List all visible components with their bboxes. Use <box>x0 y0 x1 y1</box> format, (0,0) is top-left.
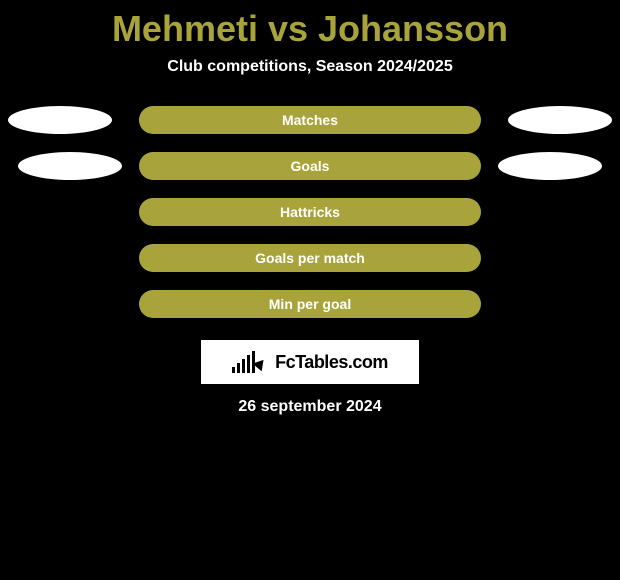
stat-row-goals: Goals <box>0 152 620 180</box>
stat-label: Min per goal <box>269 296 351 312</box>
stat-label: Goals per match <box>255 250 365 266</box>
stat-label: Goals <box>291 158 330 174</box>
stat-label: Hattricks <box>280 204 340 220</box>
logo-text: FcTables.com <box>275 352 388 373</box>
stat-row-hattricks: Hattricks <box>0 198 620 226</box>
left-value-ellipse <box>18 152 122 180</box>
stat-pill: Matches <box>139 106 481 134</box>
stat-row-goals-per-match: Goals per match <box>0 244 620 272</box>
date-text: 26 september 2024 <box>238 398 381 416</box>
stat-pill: Hattricks <box>139 198 481 226</box>
stat-pill: Min per goal <box>139 290 481 318</box>
right-value-ellipse <box>508 106 612 134</box>
right-value-ellipse <box>498 152 602 180</box>
page-title: Mehmeti vs Johansson <box>112 8 508 50</box>
left-value-ellipse <box>8 106 112 134</box>
footer-logo: FcTables.com <box>201 340 419 384</box>
stat-label: Matches <box>282 112 338 128</box>
stat-rows: Matches Goals Hattricks Goals per match … <box>0 106 620 318</box>
comparison-card: Mehmeti vs Johansson Club competitions, … <box>0 0 620 416</box>
subtitle: Club competitions, Season 2024/2025 <box>167 58 452 76</box>
stat-row-matches: Matches <box>0 106 620 134</box>
bars-icon <box>232 351 255 373</box>
stat-row-min-per-goal: Min per goal <box>0 290 620 318</box>
stat-pill: Goals <box>139 152 481 180</box>
stat-pill: Goals per match <box>139 244 481 272</box>
